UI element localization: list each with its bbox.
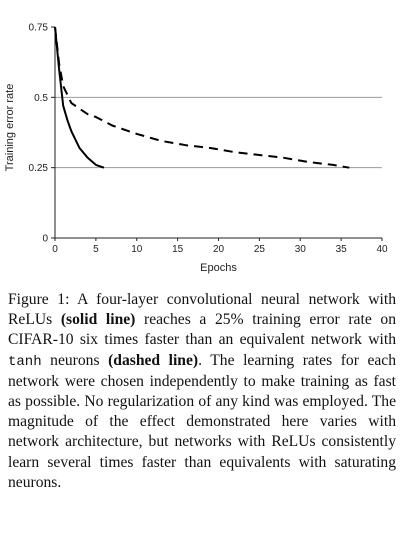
caption-mid-1: reaches a 25% training error rate on CIF…: [8, 311, 396, 349]
x-tick-label: 35: [336, 244, 348, 255]
data-lines: [54, 26, 350, 169]
x-tick-label: 0: [52, 244, 58, 255]
series-line-solid: [54, 26, 105, 169]
axes: [54, 27, 382, 239]
x-tick-label: 25: [254, 244, 266, 255]
figure-caption: Figure 1: A four-layer convolutional neu…: [8, 290, 396, 493]
x-tick-label: 5: [93, 244, 99, 255]
caption-mid-2: neurons: [41, 351, 109, 369]
caption-tanh: tanh: [8, 353, 42, 370]
x-tick-label: 10: [131, 244, 143, 255]
ticks: 0 5 10 15 20 25 30 35 40 0 0.25 0.5 0.75: [29, 23, 388, 256]
gridlines: [55, 96, 382, 169]
x-tick-label: 30: [295, 244, 307, 255]
x-axis-title: Epochs: [200, 262, 237, 274]
y-tick-label: 0.5: [34, 93, 48, 104]
y-tick-label: 0.75: [29, 23, 49, 34]
y-tick-label: 0: [42, 234, 48, 245]
caption-dashed-line: (dashed line): [108, 351, 199, 369]
x-tick-label: 40: [376, 244, 388, 255]
x-tick-label: 20: [213, 244, 225, 255]
y-axis-title: Training error rate: [4, 84, 16, 172]
caption-tail: . The learning rates for each network we…: [8, 351, 397, 491]
series-line-dashed: [54, 26, 350, 169]
training-error-chart: 0 5 10 15 20 25 30 35 40 0 0.25 0.5 0.75 Epochs Trai…: [4, 23, 388, 275]
caption-solid-line: (solid line): [60, 311, 136, 329]
x-tick-label: 15: [172, 244, 184, 255]
y-tick-label: 0.25: [29, 163, 49, 174]
caption-lead: Figure 1: A four-layer convolutional neu…: [8, 291, 396, 329]
